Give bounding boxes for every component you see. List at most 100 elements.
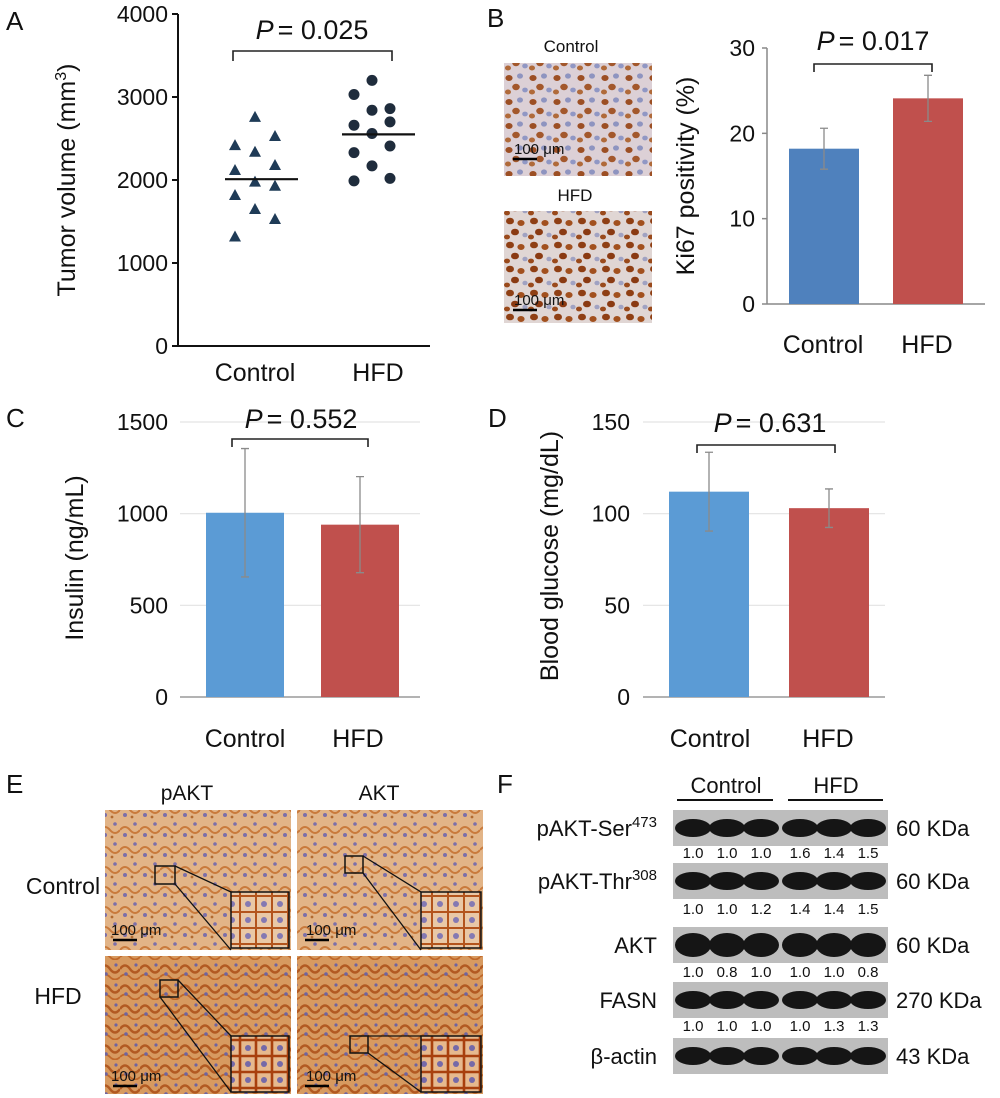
y-axis-label-a: Tumor volume (mm3) <box>53 64 81 297</box>
ihc-image-pakt-control: 100 μm <box>105 810 291 951</box>
y-tick-label-c: 1000 <box>117 501 168 527</box>
bar-hfd-b <box>893 98 963 304</box>
western-band <box>675 1047 711 1065</box>
panel-f: F Control HFD pAKT-Ser473 60 KDa 1.0 1.0 1.0… <box>497 769 982 1074</box>
ihc-image-akt-control: 100 μm <box>297 810 483 951</box>
y-ticks-b: 0 10 20 30 <box>729 35 767 317</box>
panel-letter-c: C <box>6 403 25 433</box>
western-band <box>782 872 818 890</box>
y-axis-label-c: Insulin (ng/mL) <box>61 475 89 640</box>
category-label-hfd-b: HFD <box>901 331 952 359</box>
data-point-hfd-a <box>348 147 360 159</box>
y-ticks-d: 0 50 100 150 <box>592 409 630 710</box>
y-tick-label-d: 150 <box>592 409 630 435</box>
western-band <box>850 1047 886 1065</box>
western-band <box>850 933 886 957</box>
panel-c: C 0 500 1000 1500 Insulin (ng/mL) Control H… <box>6 403 420 753</box>
data-point-control-a <box>249 110 261 122</box>
category-label-hfd-a: HFD <box>352 359 403 387</box>
y-tick-label-c: 1500 <box>117 409 168 435</box>
error-bar-hfd-b <box>924 74 932 123</box>
western-row-label: pAKT-Ser473 <box>537 814 657 841</box>
error-bar-control-d <box>705 451 713 532</box>
western-band <box>782 819 818 837</box>
micrograph-ki67-control <box>504 63 652 176</box>
panel-a: A 0 1000 2000 3000 4000 Tumor volume (mm3) C… <box>6 1 430 387</box>
y-tick-label-c: 500 <box>130 592 168 618</box>
error-bar-hfd-d <box>825 488 833 529</box>
data-point-control-a <box>229 164 241 176</box>
western-band-ratio: 1.4 <box>824 901 845 918</box>
western-band <box>816 1047 852 1065</box>
data-point-control-a <box>269 213 281 225</box>
western-band-ratio: 1.0 <box>751 964 772 981</box>
western-molecular-weight: 60 KDa <box>896 816 970 841</box>
ihc-image-pakt-hfd: 100 μm <box>105 956 291 1094</box>
svg-text:100 μm: 100 μm <box>306 1068 356 1085</box>
western-band-ratio: 1.0 <box>717 901 738 918</box>
panel-e: E pAKT AKT Control HFD 100 μm 100 μm <box>6 769 483 1094</box>
y-tick-label-b: 0 <box>742 291 755 317</box>
western-band <box>709 819 745 837</box>
svg-text:100 μm: 100 μm <box>111 1068 161 1085</box>
western-band-ratio: 1.2 <box>751 901 772 918</box>
western-row-label: pAKT-Thr308 <box>538 867 657 894</box>
panel-letter-d: D <box>488 403 507 433</box>
western-band <box>709 872 745 890</box>
western-band-ratio: 1.6 <box>790 845 811 862</box>
data-point-control-a <box>229 139 241 151</box>
y-ticks-a: 0 1000 2000 3000 4000 <box>117 1 178 359</box>
y-tick-label-a: 3000 <box>117 84 168 110</box>
y-tick-label-a: 4000 <box>117 1 168 27</box>
y-tick-label-d: 100 <box>592 501 630 527</box>
y-tick-label-d: 0 <box>617 684 630 710</box>
ihc-row-label-control: Control <box>26 873 100 899</box>
western-blot-rows: pAKT-Ser473 60 KDa 1.0 1.0 1.0 1.6 1.4 1.5 pAKT-… <box>537 810 982 1074</box>
western-row-label: AKT <box>614 933 657 958</box>
category-label-control-b: Control <box>783 331 864 359</box>
western-band <box>782 991 818 1009</box>
category-label-control-d: Control <box>670 725 751 753</box>
western-band-ratio: 1.4 <box>790 901 811 918</box>
western-band-ratio: 1.0 <box>683 845 704 862</box>
western-band-ratio: 1.0 <box>683 1018 704 1035</box>
western-band <box>816 872 852 890</box>
y-tick-label-b: 10 <box>729 206 755 232</box>
y-axis-label-d: Blood glucose (mg/dL) <box>536 431 564 681</box>
category-label-control-a: Control <box>215 359 296 387</box>
bars-c <box>206 447 399 697</box>
western-band <box>850 872 886 890</box>
panel-letter-a: A <box>6 6 24 36</box>
category-label-control-c: Control <box>205 725 286 753</box>
western-molecular-weight: 43 KDa <box>896 1044 970 1069</box>
data-point-control-a <box>229 188 241 200</box>
western-molecular-weight: 60 KDa <box>896 869 970 894</box>
micrograph-ki67-hfd <box>504 211 652 323</box>
western-band <box>850 991 886 1009</box>
western-band-ratio: 1.0 <box>824 964 845 981</box>
western-band-ratio: 1.0 <box>751 845 772 862</box>
western-band <box>816 991 852 1009</box>
western-band <box>709 933 745 957</box>
western-band <box>675 933 711 957</box>
data-point-hfd-a <box>384 116 396 128</box>
bars-d <box>669 451 869 697</box>
western-band <box>743 991 779 1009</box>
error-bar-control-c <box>241 447 249 578</box>
western-band-ratio: 1.0 <box>683 901 704 918</box>
western-band <box>743 1047 779 1065</box>
western-band <box>743 933 779 957</box>
western-band <box>743 872 779 890</box>
western-group-label-control: Control <box>691 773 762 798</box>
data-point-control-a <box>269 130 281 142</box>
western-band <box>850 819 886 837</box>
data-point-control-a <box>249 203 261 215</box>
western-band <box>782 933 818 957</box>
y-tick-label-a: 0 <box>155 333 168 359</box>
scalebar-label-hfd-b: 100 μm <box>514 292 564 309</box>
western-band <box>709 1047 745 1065</box>
western-band-ratio: 1.4 <box>824 845 845 862</box>
western-band-ratio: 1.0 <box>717 845 738 862</box>
error-bar-hfd-c <box>356 475 364 574</box>
